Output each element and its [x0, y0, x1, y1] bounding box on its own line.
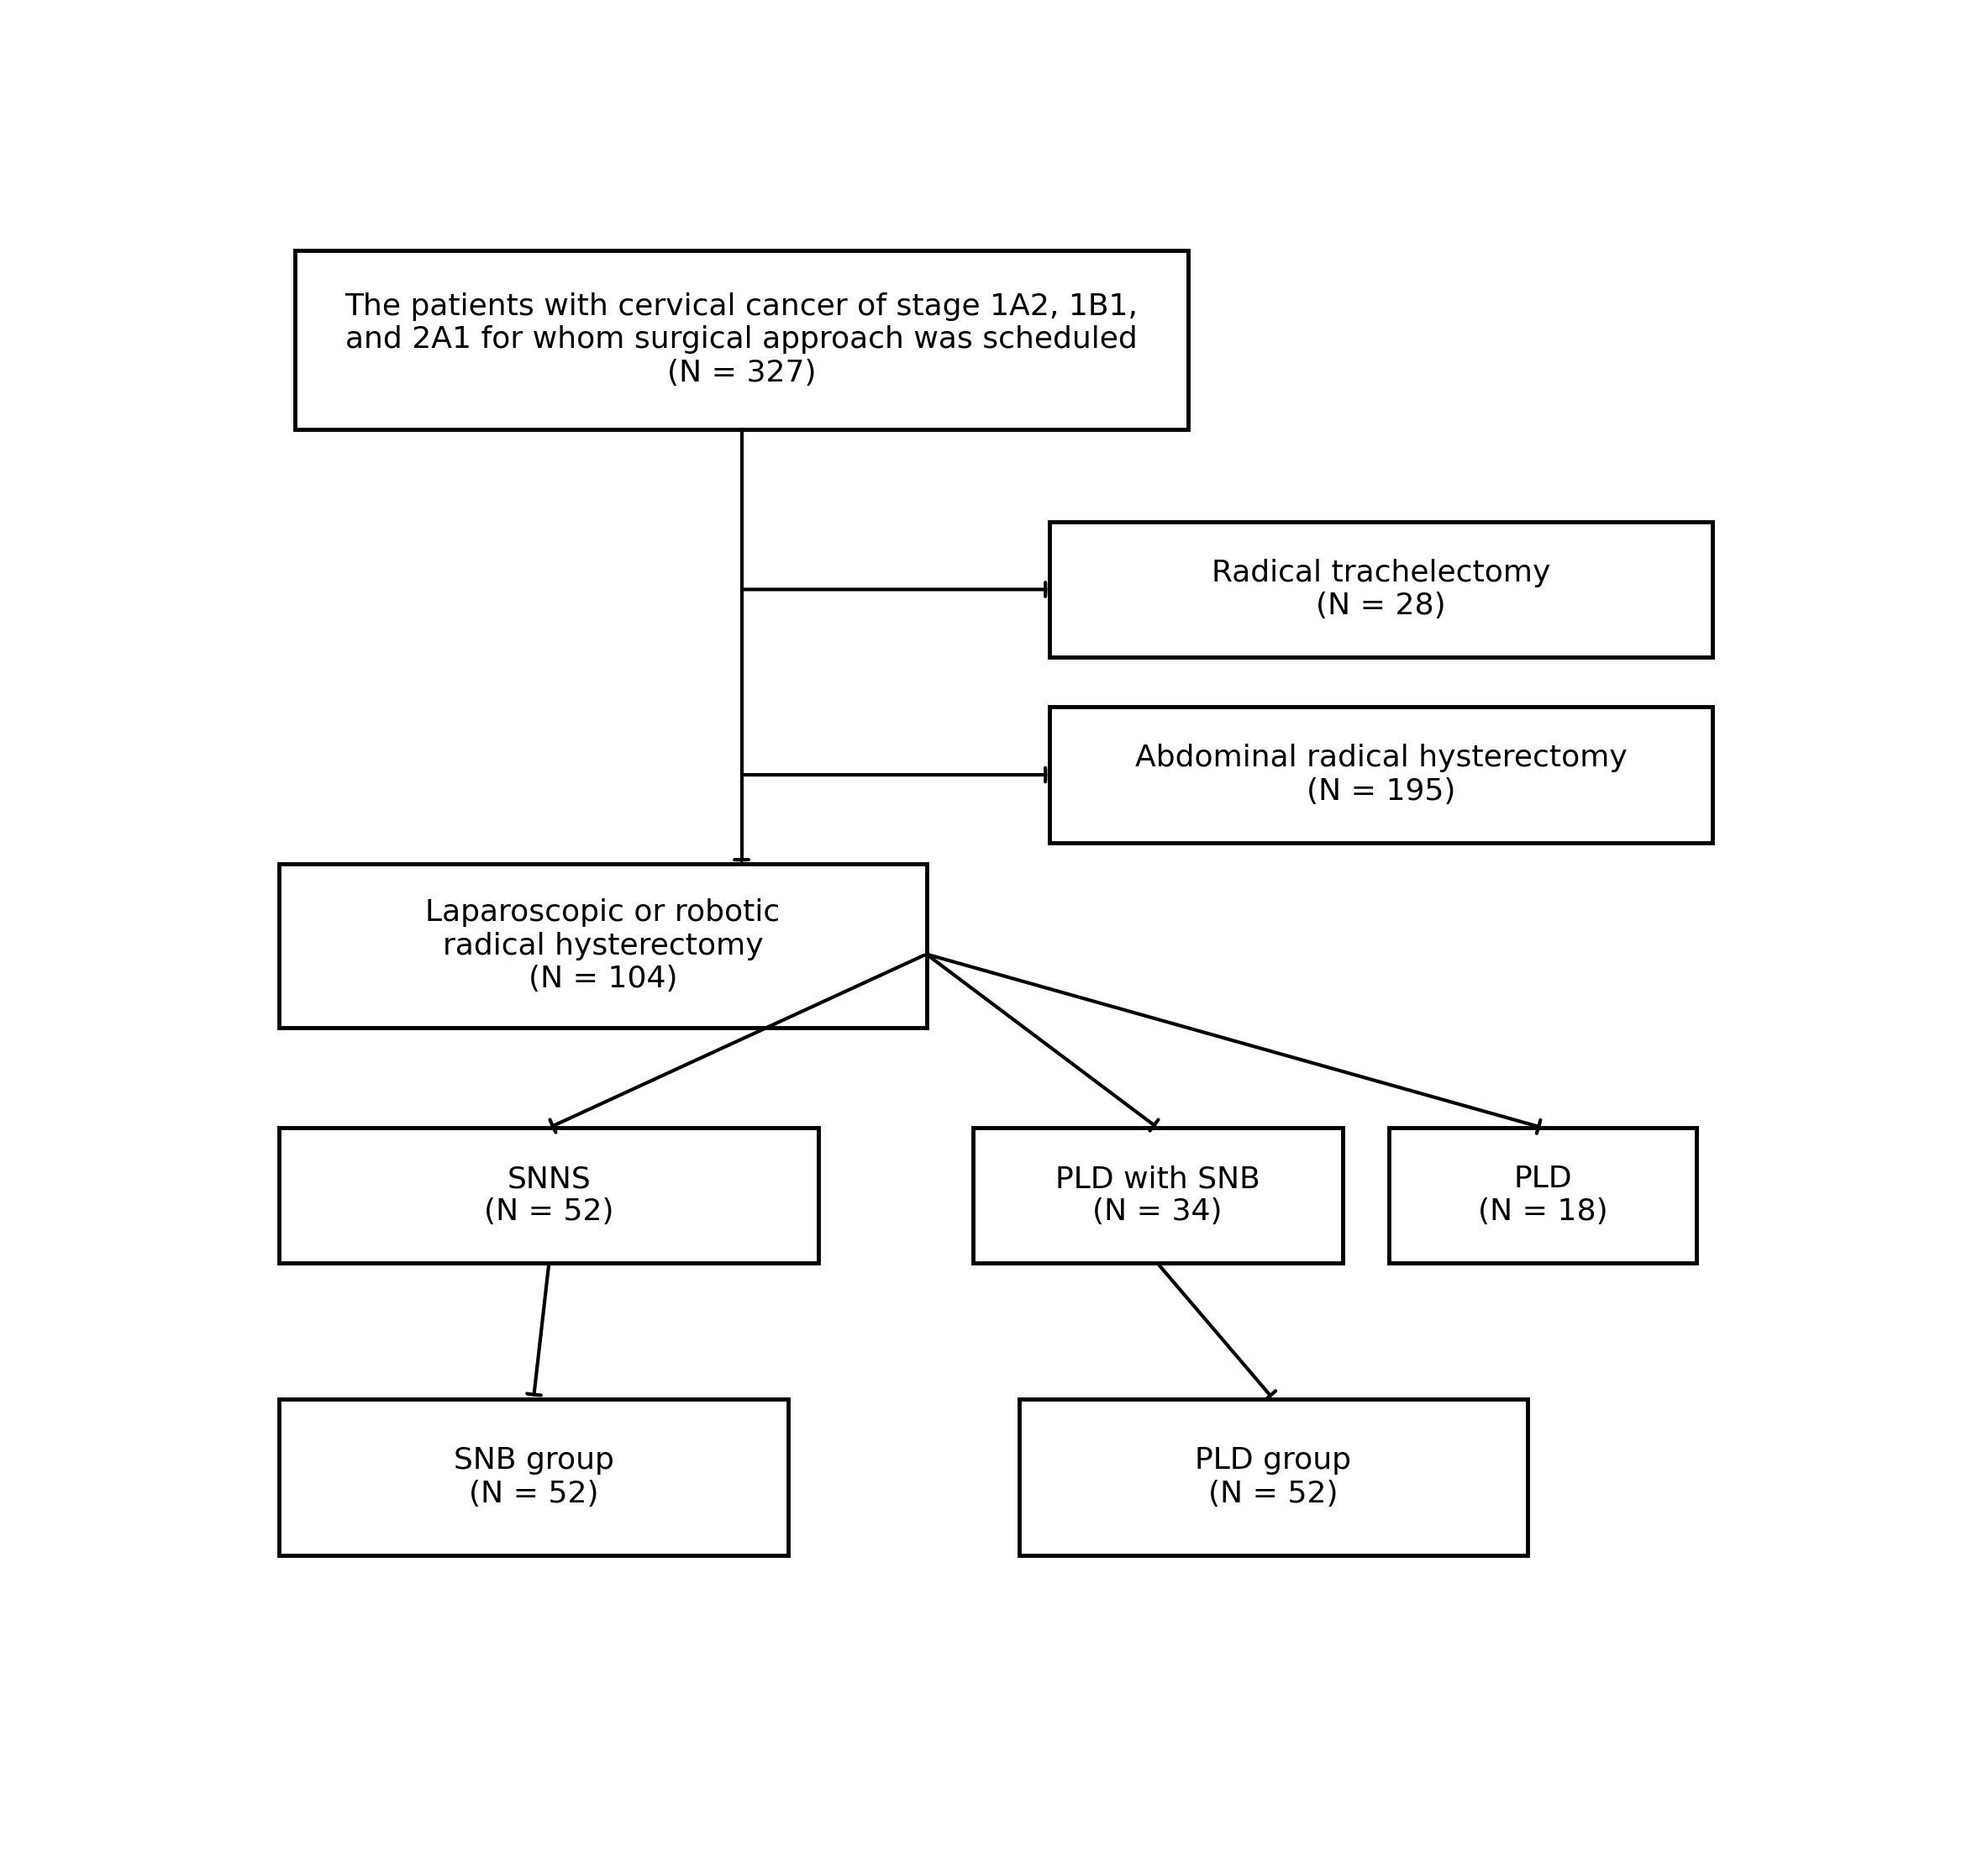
- FancyBboxPatch shape: [1388, 1128, 1698, 1263]
- Text: SNB group
(N = 52): SNB group (N = 52): [453, 1446, 614, 1508]
- FancyBboxPatch shape: [278, 1128, 819, 1263]
- FancyBboxPatch shape: [972, 1128, 1342, 1263]
- FancyBboxPatch shape: [278, 1398, 787, 1556]
- FancyBboxPatch shape: [278, 863, 926, 1028]
- Text: Radical trachelectomy
(N = 28): Radical trachelectomy (N = 28): [1211, 559, 1551, 620]
- Text: SNNS
(N = 52): SNNS (N = 52): [483, 1165, 614, 1226]
- Text: PLD with SNB
(N = 34): PLD with SNB (N = 34): [1056, 1165, 1260, 1226]
- Text: PLD group
(N = 52): PLD group (N = 52): [1195, 1446, 1352, 1508]
- FancyBboxPatch shape: [1050, 707, 1712, 843]
- Text: PLD
(N = 18): PLD (N = 18): [1477, 1165, 1608, 1226]
- Text: Laparoscopic or robotic
radical hysterectomy
(N = 104): Laparoscopic or robotic radical hysterec…: [425, 898, 779, 993]
- FancyBboxPatch shape: [1018, 1398, 1527, 1556]
- FancyBboxPatch shape: [294, 250, 1189, 430]
- FancyBboxPatch shape: [1050, 522, 1712, 657]
- Text: Abdominal radical hysterectomy
(N = 195): Abdominal radical hysterectomy (N = 195): [1135, 745, 1626, 806]
- Text: The patients with cervical cancer of stage 1A2, 1B1,
and 2A1 for whom surgical a: The patients with cervical cancer of sta…: [346, 293, 1137, 387]
